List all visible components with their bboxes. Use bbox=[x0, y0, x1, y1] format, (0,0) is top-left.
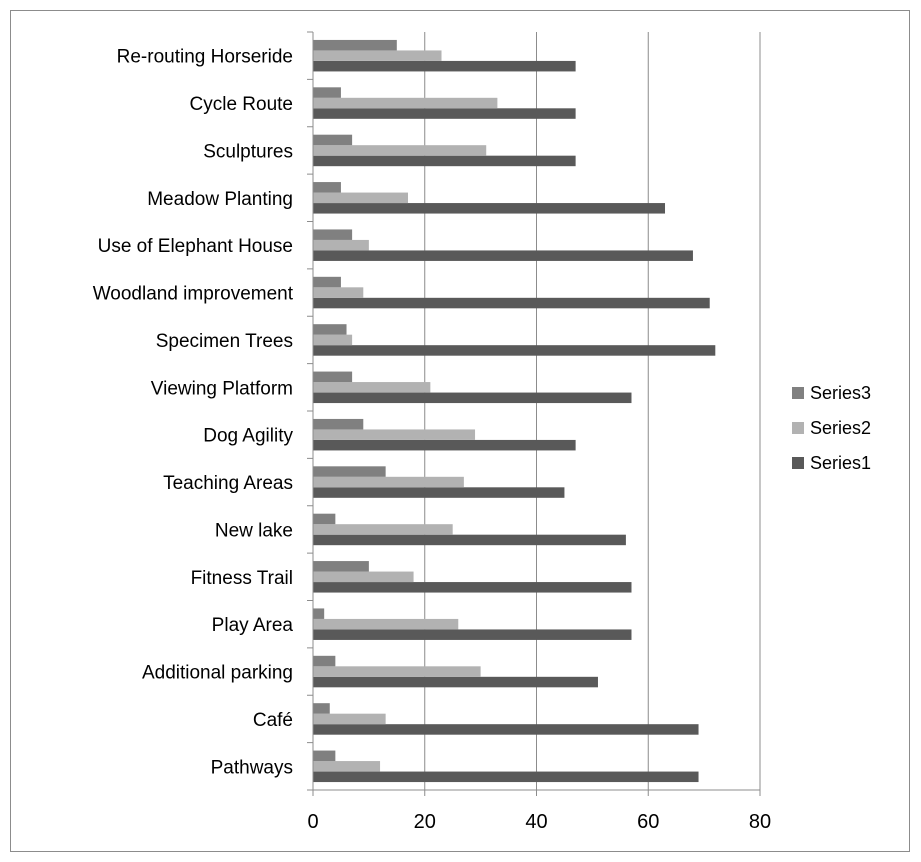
category-label: Additional parking bbox=[142, 663, 293, 684]
category-labels: Pathways Café Additional parking Play Area F… bbox=[93, 47, 294, 779]
category-label: Meadow Planting bbox=[147, 189, 293, 210]
legend-label-series3: Series3 bbox=[810, 383, 871, 403]
bar-series2-11 bbox=[313, 239, 369, 251]
x-tick-labels: 0 20 40 60 80 bbox=[307, 811, 771, 833]
bar-series3-6 bbox=[313, 466, 386, 477]
bar-series1-13 bbox=[313, 155, 576, 167]
legend-swatch-series1 bbox=[792, 457, 804, 469]
bar-series1-9 bbox=[313, 345, 716, 356]
category-label: Pathways bbox=[211, 757, 293, 778]
legend-swatch-series3 bbox=[792, 387, 804, 399]
bar-series2-12 bbox=[313, 192, 408, 204]
bar-series1-7 bbox=[313, 439, 576, 451]
category-label: Viewing Platform bbox=[151, 378, 293, 399]
bar-series2-3 bbox=[313, 618, 459, 630]
legend-swatch-series2 bbox=[792, 422, 804, 434]
bar-series3-15 bbox=[313, 39, 397, 51]
bar-series2-5 bbox=[313, 524, 453, 535]
bar-series2-4 bbox=[313, 571, 414, 583]
x-tick-label: 0 bbox=[307, 811, 318, 833]
category-label: Teaching Areas bbox=[163, 473, 293, 494]
bar-series3-10 bbox=[313, 276, 341, 288]
bar-series3-5 bbox=[313, 513, 336, 525]
category-label: Woodland improvement bbox=[93, 284, 294, 305]
bar-series3-14 bbox=[313, 87, 341, 98]
bar-series1-10 bbox=[313, 297, 710, 309]
bar-series1-3 bbox=[313, 629, 632, 640]
x-tick-label: 40 bbox=[525, 811, 547, 833]
bar-series2-15 bbox=[313, 50, 442, 61]
axes bbox=[307, 31, 761, 796]
bar-series3-13 bbox=[313, 134, 353, 146]
bar-series1-8 bbox=[313, 392, 632, 404]
bar-series1-11 bbox=[313, 250, 693, 261]
category-label: Fitness Trail bbox=[191, 568, 293, 589]
bar-series3-7 bbox=[313, 418, 364, 430]
category-label: Re-routing Horseride bbox=[117, 47, 293, 68]
bar-series1-2 bbox=[313, 676, 598, 688]
category-label: Specimen Trees bbox=[156, 331, 293, 352]
category-label: Cycle Route bbox=[190, 94, 294, 115]
bar-series1-14 bbox=[313, 108, 576, 119]
category-label: Sculptures bbox=[203, 141, 293, 162]
bars bbox=[313, 39, 716, 783]
legend-label-series1: Series1 bbox=[810, 453, 871, 473]
bar-series3-9 bbox=[313, 324, 347, 335]
bar-series2-13 bbox=[313, 145, 487, 156]
bar-series3-12 bbox=[313, 182, 341, 193]
category-label: Play Area bbox=[212, 615, 294, 636]
bar-series1-5 bbox=[313, 534, 626, 546]
bar-series1-4 bbox=[313, 582, 632, 593]
bar-series2-14 bbox=[313, 97, 498, 109]
bar-series2-6 bbox=[313, 476, 464, 488]
bar-series2-7 bbox=[313, 429, 476, 440]
bar-series2-10 bbox=[313, 287, 364, 298]
category-label: Café bbox=[253, 710, 293, 731]
bar-series1-15 bbox=[313, 60, 576, 72]
legend: Series3 Series2 Series1 bbox=[792, 383, 871, 473]
bar-series3-2 bbox=[313, 655, 336, 667]
bar-series2-9 bbox=[313, 334, 353, 346]
category-label: Dog Agility bbox=[203, 426, 293, 447]
category-label: Use of Elephant House bbox=[98, 236, 293, 257]
bar-series1-0 bbox=[313, 771, 699, 783]
bar-series3-1 bbox=[313, 703, 330, 714]
bar-series2-8 bbox=[313, 382, 431, 393]
bar-series3-4 bbox=[313, 561, 369, 572]
bar-series2-2 bbox=[313, 666, 481, 677]
bar-series2-0 bbox=[313, 761, 381, 772]
legend-label-series2: Series2 bbox=[810, 418, 871, 438]
bar-series1-6 bbox=[313, 487, 565, 498]
x-tick-label: 60 bbox=[637, 811, 659, 833]
bar-series3-11 bbox=[313, 229, 353, 240]
category-label: New lake bbox=[215, 520, 293, 541]
x-tick-label: 80 bbox=[749, 811, 771, 833]
bar-series2-1 bbox=[313, 713, 386, 725]
bar-series3-3 bbox=[313, 608, 325, 619]
bar-series1-12 bbox=[313, 203, 666, 214]
bar-series3-0 bbox=[313, 750, 336, 762]
x-tick-label: 20 bbox=[414, 811, 436, 833]
bar-series1-1 bbox=[313, 724, 699, 735]
bar-series3-8 bbox=[313, 371, 353, 383]
